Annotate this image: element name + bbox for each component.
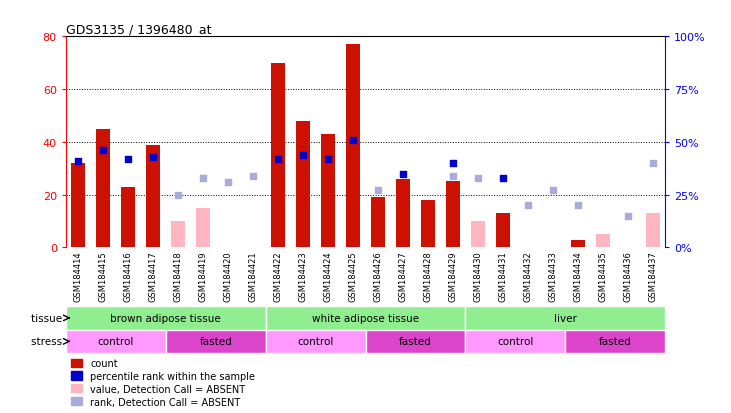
- Point: [572, 202, 583, 209]
- Bar: [471, 221, 485, 248]
- Bar: [265, 306, 466, 330]
- Point: [547, 188, 558, 194]
- Text: GSM184424: GSM184424: [324, 251, 333, 301]
- Text: white adipose tissue: white adipose tissue: [312, 313, 419, 323]
- Legend: count, percentile rank within the sample, value, Detection Call = ABSENT, rank, : count, percentile rank within the sample…: [71, 358, 255, 407]
- Point: [72, 158, 84, 165]
- Bar: [197, 209, 210, 248]
- Point: [447, 160, 459, 167]
- Point: [647, 160, 659, 167]
- Text: GSM184417: GSM184417: [148, 251, 158, 301]
- Text: fasted: fasted: [599, 337, 632, 347]
- Point: [272, 156, 284, 163]
- Text: GSM184426: GSM184426: [374, 251, 382, 301]
- Bar: [346, 45, 360, 248]
- Text: GSM184420: GSM184420: [224, 251, 232, 301]
- Bar: [565, 330, 665, 353]
- Text: GSM184428: GSM184428: [423, 251, 433, 301]
- Text: GSM184418: GSM184418: [174, 251, 183, 301]
- Point: [222, 179, 234, 186]
- Text: GSM184432: GSM184432: [523, 251, 532, 301]
- Text: GSM184414: GSM184414: [74, 251, 83, 301]
- Bar: [271, 64, 285, 248]
- Point: [397, 171, 409, 178]
- Text: GSM184430: GSM184430: [474, 251, 482, 301]
- Text: control: control: [497, 337, 534, 347]
- Bar: [371, 198, 385, 248]
- Text: GSM184422: GSM184422: [273, 251, 283, 301]
- Text: GSM184437: GSM184437: [648, 251, 657, 301]
- Point: [322, 156, 334, 163]
- Bar: [296, 121, 310, 248]
- Point: [522, 202, 534, 209]
- Text: GSM184434: GSM184434: [573, 251, 583, 301]
- Bar: [496, 214, 510, 248]
- Text: GSM184415: GSM184415: [99, 251, 107, 301]
- Text: GSM184427: GSM184427: [398, 251, 407, 301]
- Text: fasted: fasted: [399, 337, 432, 347]
- Bar: [72, 164, 85, 248]
- Point: [173, 192, 184, 199]
- Bar: [265, 330, 366, 353]
- Bar: [146, 145, 160, 248]
- Text: liver: liver: [554, 313, 577, 323]
- Bar: [646, 214, 659, 248]
- Text: GSM184431: GSM184431: [499, 251, 507, 301]
- Point: [447, 173, 459, 180]
- Text: GSM184436: GSM184436: [624, 251, 632, 301]
- Bar: [121, 188, 135, 248]
- Point: [472, 175, 484, 182]
- Text: control: control: [97, 337, 134, 347]
- Text: GSM184435: GSM184435: [598, 251, 607, 301]
- Point: [372, 188, 384, 194]
- Point: [298, 152, 309, 159]
- Text: brown adipose tissue: brown adipose tissue: [110, 313, 221, 323]
- Bar: [66, 330, 166, 353]
- Text: GSM184421: GSM184421: [249, 251, 257, 301]
- Bar: [466, 330, 565, 353]
- Text: GSM184419: GSM184419: [199, 251, 208, 301]
- Text: GSM184433: GSM184433: [548, 251, 557, 301]
- Point: [622, 213, 634, 220]
- Bar: [446, 182, 460, 248]
- Bar: [96, 129, 110, 248]
- Bar: [596, 235, 610, 248]
- Text: control: control: [298, 337, 334, 347]
- Point: [97, 148, 109, 154]
- Bar: [366, 330, 466, 353]
- Bar: [571, 240, 585, 248]
- Bar: [166, 330, 265, 353]
- Bar: [171, 221, 185, 248]
- Text: tissue: tissue: [31, 313, 66, 323]
- Text: GSM184416: GSM184416: [124, 251, 133, 301]
- Bar: [66, 306, 265, 330]
- Point: [347, 137, 359, 144]
- Point: [148, 154, 159, 161]
- Text: GDS3135 / 1396480_at: GDS3135 / 1396480_at: [66, 23, 211, 36]
- Text: GSM184429: GSM184429: [448, 251, 458, 301]
- Text: stress: stress: [31, 337, 66, 347]
- Bar: [421, 200, 435, 248]
- Text: GSM184423: GSM184423: [298, 251, 308, 301]
- Point: [497, 175, 509, 182]
- Point: [122, 156, 134, 163]
- Bar: [321, 135, 335, 248]
- Point: [197, 175, 209, 182]
- Bar: [466, 306, 665, 330]
- Point: [247, 173, 259, 180]
- Bar: [396, 179, 410, 248]
- Text: fasted: fasted: [200, 337, 232, 347]
- Text: GSM184425: GSM184425: [349, 251, 357, 301]
